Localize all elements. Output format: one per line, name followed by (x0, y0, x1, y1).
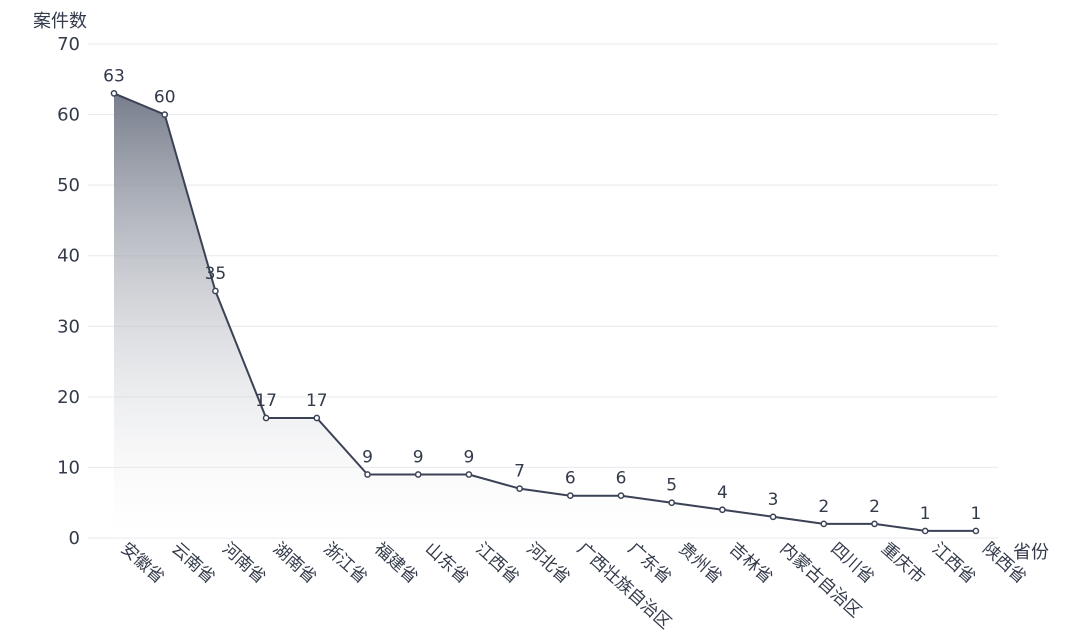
data-point[interactable] (313, 414, 321, 422)
x-tick-label: 福建省 (370, 539, 421, 588)
data-point[interactable] (364, 471, 371, 478)
data-point[interactable] (972, 527, 980, 535)
y-tick-label: 70 (57, 34, 80, 55)
y-axis-label: 案件数 (33, 11, 87, 32)
data-point[interactable] (668, 499, 676, 507)
y-tick-label: 60 (57, 105, 80, 126)
data-label: 17 (306, 391, 328, 411)
data-point[interactable] (617, 492, 625, 500)
y-axis: 0 10 20 30 40 50 60 70 (57, 34, 80, 549)
x-tick-label: 贵州省 (674, 539, 725, 588)
data-label: 1 (970, 504, 981, 524)
data-label: 7 (514, 462, 525, 482)
data-point[interactable] (871, 520, 878, 528)
data-point[interactable] (414, 471, 422, 478)
x-tick-label: 山东省 (421, 539, 472, 588)
data-point[interactable] (465, 471, 473, 478)
area-fill (114, 93, 976, 539)
y-tick-label: 50 (57, 175, 80, 196)
y-tick-label: 30 (57, 316, 80, 337)
data-label: 35 (205, 264, 227, 284)
data-label: 3 (768, 490, 779, 510)
data-labels: 63 60 35 17 17 9 9 9 7 6 6 5 4 3 2 2 1 1 (103, 66, 981, 524)
data-label: 9 (413, 447, 424, 467)
data-point[interactable] (262, 414, 270, 422)
data-label: 60 (154, 88, 176, 108)
data-point[interactable] (566, 492, 574, 500)
data-point[interactable] (516, 485, 523, 492)
x-tick-label: 湖南省 (269, 539, 320, 588)
data-label: 63 (103, 66, 125, 86)
data-label: 1 (920, 504, 931, 524)
x-axis-label: 省份 (1013, 542, 1049, 563)
data-point[interactable] (212, 287, 219, 295)
data-label: 6 (616, 469, 627, 489)
data-label: 17 (255, 391, 277, 411)
data-label: 9 (362, 447, 373, 467)
x-tick-label: 河北省 (522, 539, 573, 588)
series-line (113, 92, 976, 532)
x-tick-label: 河南省 (218, 539, 269, 588)
x-tick-label: 江西省 (928, 539, 979, 588)
data-point[interactable] (820, 520, 828, 528)
data-point[interactable] (161, 111, 169, 118)
data-label: 6 (565, 469, 576, 489)
data-point[interactable] (921, 527, 929, 535)
x-tick-label: 吉林省 (725, 539, 776, 588)
x-tick-label: 江西省 (472, 539, 523, 588)
data-label: 9 (463, 447, 474, 467)
x-tick-label: 云南省 (167, 539, 218, 588)
y-tick-label: 20 (57, 387, 80, 408)
data-point[interactable] (110, 90, 118, 97)
data-point[interactable] (719, 506, 726, 514)
y-tick-label: 40 (57, 246, 80, 267)
data-label: 4 (717, 483, 728, 503)
x-tick-label: 安徽省 (117, 539, 168, 588)
data-label: 5 (666, 476, 677, 496)
x-tick-label: 浙江省 (319, 539, 370, 588)
data-label: 2 (869, 497, 880, 517)
x-tick-label: 重庆市 (877, 539, 928, 588)
data-points (110, 90, 980, 535)
data-point[interactable] (769, 513, 777, 521)
y-tick-label: 10 (57, 457, 80, 478)
data-label: 2 (818, 497, 829, 517)
y-tick-label: 0 (69, 528, 80, 549)
